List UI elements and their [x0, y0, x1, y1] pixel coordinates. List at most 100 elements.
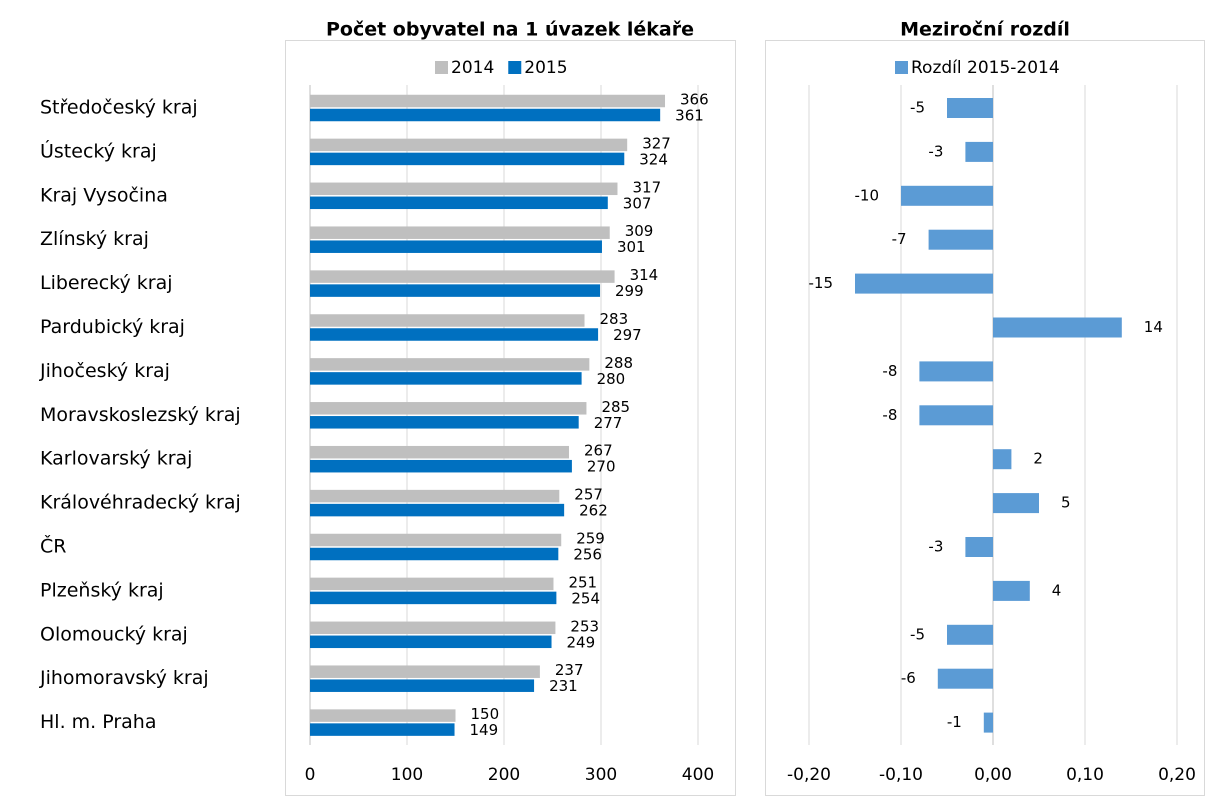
data-label: 283: [600, 310, 629, 328]
bar: [310, 679, 535, 692]
data-label: 267: [584, 442, 613, 460]
data-label: 314: [630, 266, 659, 284]
legend-label: Rozdíl 2015-2014: [911, 58, 1060, 78]
data-label: 262: [579, 502, 608, 520]
data-label: 249: [567, 633, 596, 651]
x-tick-label: 0: [305, 765, 316, 785]
bar: [310, 503, 565, 517]
bar: [310, 577, 554, 591]
bar: [310, 358, 590, 371]
bar: [310, 402, 587, 415]
chart-title: Počet obyvatel na 1 úvazek lékaře: [326, 19, 694, 41]
category-label: Ústecký kraj: [40, 138, 157, 162]
category-label: Královéhradecký kraj: [40, 492, 241, 514]
data-label: 14: [1144, 318, 1163, 336]
data-label: 301: [617, 238, 646, 256]
x-tick-label: 100: [391, 765, 423, 785]
x-tick-label: 300: [585, 765, 617, 785]
x-tick-label: 0,00: [974, 765, 1012, 785]
data-label: 253: [570, 617, 599, 635]
bar: [310, 196, 608, 210]
data-label: 149: [470, 721, 499, 739]
bar: [310, 152, 625, 166]
bar: [937, 668, 993, 689]
data-label: 270: [587, 458, 616, 476]
data-label: 309: [625, 222, 654, 240]
bar: [310, 108, 661, 122]
legend-swatch: [435, 61, 448, 74]
x-tick-label: -0,10: [879, 765, 923, 785]
category-label: Karlovarský kraj: [40, 448, 192, 470]
bar: [310, 723, 455, 736]
bar: [310, 591, 557, 605]
data-label: 361: [675, 107, 704, 125]
data-label: -5: [910, 625, 925, 643]
x-tick-label: 0,10: [1066, 765, 1104, 785]
bar: [965, 537, 993, 557]
data-label: 259: [576, 530, 605, 548]
data-label: 237: [555, 661, 584, 679]
data-label: 327: [642, 134, 671, 152]
category-label: Jihomoravský kraj: [39, 667, 209, 689]
data-label: -5: [910, 99, 925, 117]
category-label: Středočeský kraj: [40, 97, 198, 119]
category-label: ČR: [40, 534, 66, 558]
bar: [310, 445, 569, 459]
category-label: Zlínský kraj: [40, 228, 149, 250]
data-label: -1: [947, 713, 962, 731]
data-label: 2: [1033, 450, 1043, 468]
data-label: 280: [597, 370, 626, 388]
data-label: 231: [549, 677, 578, 695]
data-label: 299: [615, 282, 644, 300]
data-label: -6: [901, 669, 916, 687]
data-label: 366: [680, 91, 709, 109]
x-tick-label: 400: [682, 765, 714, 785]
category-label: Liberecký kraj: [40, 272, 173, 294]
chart-title: Meziroční rozdíl: [900, 19, 1070, 41]
x-tick-label: -0,20: [787, 765, 831, 785]
bar: [947, 624, 993, 645]
bar: [947, 98, 993, 118]
data-label: -7: [892, 230, 907, 248]
bar: [983, 712, 993, 733]
data-label: 297: [613, 326, 642, 344]
bar: [993, 493, 1039, 514]
category-label: Hl. m. Praha: [40, 711, 157, 733]
bar: [310, 547, 559, 561]
data-label: -10: [855, 186, 880, 204]
bar: [310, 372, 582, 385]
bar: [928, 229, 993, 250]
category-label: Kraj Vysočina: [40, 184, 168, 206]
bar: [310, 314, 585, 327]
legend-label: 2014: [451, 58, 494, 78]
data-label: 5: [1061, 494, 1071, 512]
data-label: 317: [632, 178, 661, 196]
bar: [310, 240, 602, 253]
bar: [310, 621, 556, 635]
data-label: 288: [604, 354, 633, 372]
data-label: -15: [809, 274, 834, 292]
data-label: 256: [573, 546, 602, 564]
bar: [855, 273, 993, 294]
category-label: Olomoucký kraj: [40, 623, 188, 645]
bar: [310, 665, 540, 678]
data-label: 285: [601, 398, 630, 416]
data-label: -3: [928, 538, 943, 556]
legend-swatch: [895, 61, 908, 74]
category-label: Jihočeský kraj: [39, 360, 170, 382]
bar: [310, 182, 618, 196]
data-label: 4: [1052, 581, 1062, 599]
data-label: 257: [574, 486, 603, 504]
bar: [310, 226, 610, 239]
bar: [310, 635, 552, 649]
x-tick-label: 0,20: [1158, 765, 1196, 785]
legend-swatch: [508, 61, 522, 74]
data-label: 324: [639, 150, 668, 168]
bar: [310, 284, 601, 297]
legend-label: 2015: [524, 58, 567, 78]
bar: [310, 328, 599, 341]
category-label: Plzeňský kraj: [40, 579, 164, 601]
bar: [310, 94, 666, 108]
category-label: Pardubický kraj: [40, 316, 185, 338]
